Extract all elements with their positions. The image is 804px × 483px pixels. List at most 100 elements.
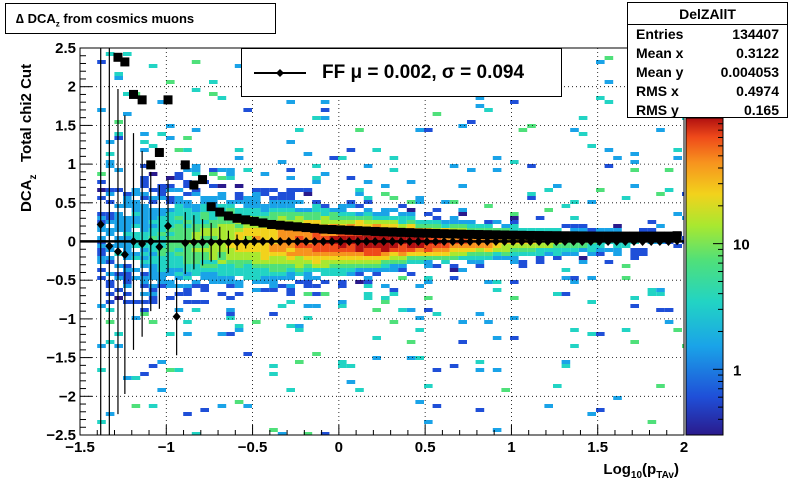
diamond-marker bbox=[396, 237, 405, 246]
square-marker bbox=[663, 231, 673, 241]
square-marker bbox=[439, 229, 449, 239]
diamond-marker bbox=[155, 242, 164, 252]
legend-marker-icon bbox=[254, 69, 306, 77]
diamond-marker bbox=[233, 237, 242, 247]
square-marker bbox=[474, 230, 484, 240]
square-marker bbox=[413, 228, 423, 238]
diamond-marker bbox=[250, 237, 259, 246]
diamond-marker bbox=[284, 237, 293, 246]
diamond-marker bbox=[138, 239, 147, 249]
diamond-marker bbox=[164, 221, 173, 231]
diamond-marker bbox=[405, 237, 414, 246]
diamond-marker bbox=[621, 237, 630, 246]
diamond-marker bbox=[327, 237, 336, 246]
square-marker bbox=[284, 221, 294, 231]
diamond-marker bbox=[258, 237, 267, 246]
square-marker bbox=[422, 228, 432, 238]
diamond-marker bbox=[207, 237, 216, 247]
diamond-marker bbox=[509, 237, 518, 246]
square-marker bbox=[655, 231, 665, 241]
square-marker bbox=[232, 213, 242, 223]
diamond-marker bbox=[362, 237, 371, 246]
diamond-marker bbox=[655, 237, 664, 246]
legend-label: FF μ = 0.002, σ = 0.094 bbox=[322, 62, 525, 83]
square-marker bbox=[353, 226, 363, 236]
diamond-marker bbox=[604, 237, 613, 246]
diamond-marker bbox=[629, 237, 638, 246]
color-scale bbox=[685, 117, 724, 436]
diamond-marker bbox=[336, 237, 345, 246]
square-marker bbox=[646, 231, 656, 241]
square-marker bbox=[163, 95, 173, 105]
y-tick-label: 0 bbox=[68, 234, 76, 251]
diamond-marker bbox=[319, 237, 328, 246]
diamond-marker bbox=[414, 237, 423, 246]
y-axis-label: DCAz Total chi2 Cut bbox=[18, 64, 39, 212]
diamond-marker bbox=[569, 237, 578, 246]
square-marker bbox=[154, 147, 164, 157]
square-marker bbox=[396, 227, 406, 237]
square-marker bbox=[586, 231, 596, 241]
y-tick-label: −1 bbox=[59, 311, 76, 328]
square-marker bbox=[241, 215, 251, 225]
stats-title: DelZAllT bbox=[628, 3, 787, 25]
square-marker bbox=[258, 218, 268, 228]
square-marker bbox=[128, 89, 138, 99]
diamond-marker bbox=[448, 237, 457, 246]
square-marker bbox=[551, 231, 561, 241]
square-marker bbox=[465, 229, 475, 239]
stats-row: RMS y 0.165 bbox=[636, 102, 779, 118]
square-marker bbox=[379, 227, 389, 237]
y-tick-label: 2 bbox=[68, 79, 76, 96]
square-marker bbox=[301, 223, 311, 233]
square-marker bbox=[508, 230, 518, 240]
x-tick-label: 1.5 bbox=[587, 439, 608, 456]
diamond-marker bbox=[535, 237, 544, 246]
diamond-marker bbox=[517, 237, 526, 246]
stats-row: Mean x 0.3122 bbox=[636, 45, 779, 61]
diamond-marker bbox=[224, 237, 233, 247]
diamond-marker bbox=[422, 237, 431, 246]
square-marker bbox=[189, 180, 199, 190]
x-tick-label: −1 bbox=[158, 439, 175, 456]
square-marker bbox=[310, 223, 320, 233]
square-marker bbox=[206, 202, 216, 212]
diamond-marker bbox=[113, 247, 122, 257]
square-marker bbox=[370, 226, 380, 236]
diamond-marker bbox=[146, 237, 155, 246]
diamond-marker bbox=[353, 237, 362, 246]
square-marker bbox=[629, 231, 639, 241]
stats-row: Entries 134407 bbox=[636, 26, 779, 42]
grid bbox=[80, 48, 684, 435]
diamond-marker bbox=[215, 237, 224, 247]
x-tick-label: 0.5 bbox=[415, 439, 436, 456]
square-marker bbox=[249, 216, 259, 226]
diamond-marker bbox=[491, 237, 500, 246]
square-marker bbox=[577, 231, 587, 241]
square-marker bbox=[448, 229, 458, 239]
stats-row: RMS x 0.4974 bbox=[636, 83, 779, 99]
square-marker bbox=[525, 230, 535, 240]
square-marker bbox=[113, 52, 123, 62]
x-tick-label: −0.5 bbox=[238, 439, 268, 456]
diamond-marker bbox=[379, 237, 388, 246]
square-marker bbox=[223, 211, 233, 221]
square-marker bbox=[215, 207, 225, 217]
square-marker bbox=[560, 231, 570, 241]
square-marker bbox=[500, 230, 510, 240]
diamond-marker bbox=[276, 237, 285, 246]
y-tick-label: 1.5 bbox=[55, 117, 76, 134]
histogram-title: ∆ DCAz from cosmics muons bbox=[5, 3, 276, 34]
diamond-marker bbox=[241, 237, 250, 247]
square-marker bbox=[456, 229, 466, 239]
y-tick-label: −1.5 bbox=[46, 350, 76, 367]
square-marker bbox=[482, 230, 492, 240]
x-tick-label: 0 bbox=[335, 439, 343, 456]
square-marker bbox=[672, 231, 682, 241]
square-marker bbox=[430, 228, 440, 238]
diamond-marker bbox=[371, 237, 380, 246]
diamond-marker bbox=[181, 238, 190, 248]
square-marker bbox=[336, 225, 346, 235]
diamond-marker bbox=[586, 237, 595, 246]
y-tick-label: 0.5 bbox=[55, 195, 76, 212]
